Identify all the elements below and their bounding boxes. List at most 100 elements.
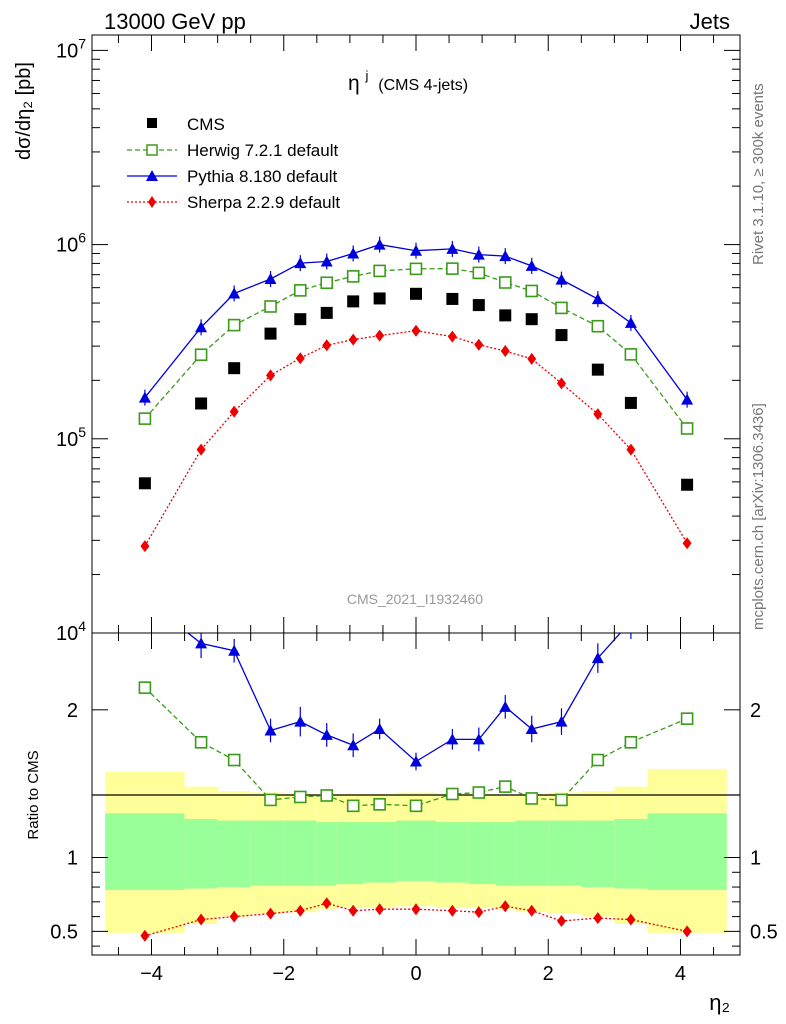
ratio-point-sherpa	[447, 904, 457, 917]
band-inner	[435, 822, 469, 883]
band-inner	[468, 822, 496, 885]
main-point-herwig	[591, 319, 605, 333]
ratio-point-herwig	[446, 787, 459, 801]
main-ytick-label: 107	[56, 35, 86, 62]
ratio-point-pythia	[320, 728, 333, 740]
band-inner	[105, 813, 185, 891]
band-inner	[184, 819, 218, 889]
xtick-label: −4	[140, 963, 163, 985]
mcplots-label: mcplots.cern.ch [arXiv:1306.3436]	[750, 403, 767, 630]
main-point-pythia	[555, 273, 568, 285]
main-point-herwig	[264, 300, 277, 313]
ratio-point-herwig	[555, 793, 568, 807]
main-point-sherpa	[295, 352, 305, 365]
ratio-point-pythia	[591, 652, 604, 664]
main-point-cms	[320, 306, 333, 319]
ratio-point-pythia	[555, 715, 568, 727]
ratio-ytick-label-right: 1	[750, 848, 761, 870]
main-point-cms	[138, 477, 151, 490]
main-point-cms	[294, 313, 307, 326]
ratio-series-markers	[138, 595, 694, 942]
main-point-sherpa	[411, 324, 421, 337]
main-point-sherpa	[626, 443, 636, 456]
plot-title-sup: j	[365, 68, 369, 83]
ratio-point-herwig	[293, 790, 307, 804]
main-point-sherpa	[474, 338, 484, 351]
main-point-sherpa	[375, 329, 385, 342]
band-inner	[336, 822, 364, 885]
ratio-line-sherpa	[144, 902, 688, 937]
ratio-point-herwig	[138, 681, 152, 694]
main-point-pythia	[320, 255, 333, 267]
ratio-panel: 0.5 0.5 1 1 2 2 −4 −2 0 2 4 Ratio to CMS η₂	[25, 595, 778, 1015]
main-axis-ticks: 104 105 106 107	[56, 35, 740, 645]
main-point-pythia	[624, 316, 637, 328]
legend-entry-cms: CMS	[147, 115, 225, 134]
ratio-point-sherpa	[140, 929, 150, 942]
main-point-sherpa	[196, 443, 206, 456]
ratio-ytick-label: 1	[67, 848, 78, 870]
main-point-herwig	[624, 348, 638, 361]
main-point-pythia	[446, 242, 459, 254]
ratio-point-sherpa	[527, 904, 537, 917]
ratio-point-sherpa	[556, 915, 566, 928]
main-line-sherpa	[144, 330, 688, 547]
main-point-pythia	[294, 257, 307, 269]
main-point-herwig	[525, 284, 539, 298]
ratio-point-herwig	[346, 799, 360, 813]
ratio-point-pythia	[681, 595, 693, 606]
legend-label-pythia: Pythia 8.180 default	[187, 167, 338, 186]
legend-marker-pythia	[146, 170, 158, 181]
main-point-herwig	[293, 284, 307, 297]
ratio-point-herwig	[525, 792, 539, 805]
ratio-axis-ticks: 0.5 0.5 1 1 2 2 −4 −2 0 2 4	[50, 633, 778, 985]
ratio-point-sherpa	[682, 925, 692, 938]
main-point-cms	[228, 362, 241, 375]
uncertainty-bands	[105, 768, 727, 933]
main-point-sherpa	[556, 377, 566, 390]
band-inner	[614, 819, 648, 889]
plot-title: η j (CMS 4-jets)	[348, 62, 468, 95]
main-point-herwig	[472, 266, 486, 280]
ratio-ytick-label: 0.5	[50, 921, 78, 943]
main-ytick-label: 105	[56, 424, 86, 451]
ratio-point-pythia	[446, 733, 459, 745]
main-point-cms	[195, 397, 208, 410]
main-point-sherpa	[682, 537, 692, 550]
main-point-cms	[555, 329, 568, 342]
ratio-point-sherpa	[500, 900, 510, 913]
band-inner	[316, 822, 337, 886]
main-point-pythia	[591, 293, 604, 305]
main-point-cms	[591, 363, 604, 376]
legend: CMS Herwig 7.2.1 default Pythia 8.180 de…	[127, 115, 340, 212]
main-point-cms	[525, 313, 538, 326]
main-point-cms	[681, 478, 694, 491]
ratio-point-pythia	[195, 637, 208, 649]
ratio-point-sherpa	[322, 897, 332, 910]
ratio-point-sherpa	[626, 913, 636, 926]
main-point-pythia	[499, 250, 512, 262]
main-point-sherpa	[527, 352, 537, 365]
main-point-sherpa	[593, 408, 603, 421]
ratio-point-sherpa	[229, 910, 239, 923]
legend-label-cms: CMS	[187, 115, 225, 134]
band-inner	[283, 820, 317, 886]
ratio-point-pythia	[294, 715, 307, 727]
main-point-sherpa	[500, 345, 510, 358]
band-inner	[581, 820, 615, 888]
ratio-point-pythia	[228, 644, 241, 656]
main-point-pythia	[228, 287, 241, 299]
main-point-herwig	[409, 262, 423, 276]
main-point-pythia	[373, 238, 386, 250]
main-point-cms	[499, 309, 512, 322]
main-point-sherpa	[348, 333, 358, 346]
band-inner	[495, 822, 516, 886]
main-point-cms	[264, 327, 277, 340]
main-point-cms	[446, 292, 459, 305]
xtick-label: −2	[272, 963, 295, 985]
main-point-sherpa	[322, 339, 332, 352]
main-point-pythia	[264, 272, 277, 284]
main-point-cms	[373, 292, 386, 305]
main-point-pythia	[472, 248, 485, 260]
